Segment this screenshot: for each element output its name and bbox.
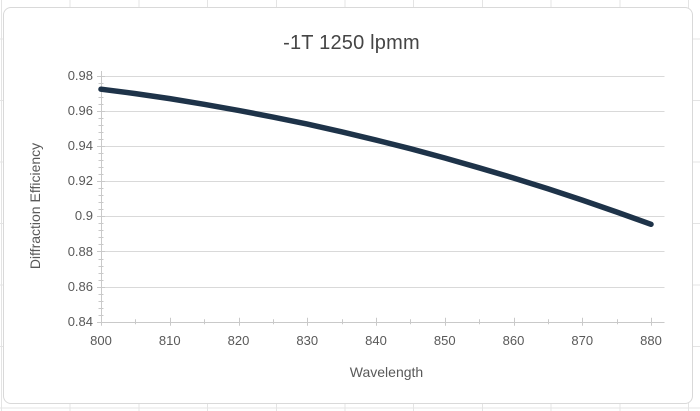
y-tick-label: 0.9 <box>74 208 93 224</box>
x-tick-label: 880 <box>640 332 662 348</box>
y-tick-label: 0.88 <box>67 243 93 259</box>
x-tick-label: 800 <box>90 332 112 348</box>
x-tick-label: 810 <box>158 332 181 348</box>
y-tick-label: 0.98 <box>67 68 93 83</box>
x-tick-label: 840 <box>365 332 387 348</box>
y-tick-label: 0.92 <box>67 173 93 189</box>
x-tick-label: 870 <box>571 332 594 348</box>
y-tick-label: 0.94 <box>67 138 93 154</box>
x-tick-label: 820 <box>227 332 250 348</box>
x-tick-label: 860 <box>502 332 525 348</box>
x-axis-title: Wavelength <box>349 364 424 380</box>
x-tick-label: 830 <box>296 332 319 348</box>
y-tick-label: 0.84 <box>67 313 93 329</box>
x-tick-label: 850 <box>433 332 456 348</box>
chart-title: -1T 1250 lpmm <box>283 32 420 54</box>
y-tick-label: 0.86 <box>67 278 93 294</box>
y-tick-label: 0.96 <box>67 103 93 119</box>
y-axis-title: Diffraction Efficiency <box>27 142 43 270</box>
